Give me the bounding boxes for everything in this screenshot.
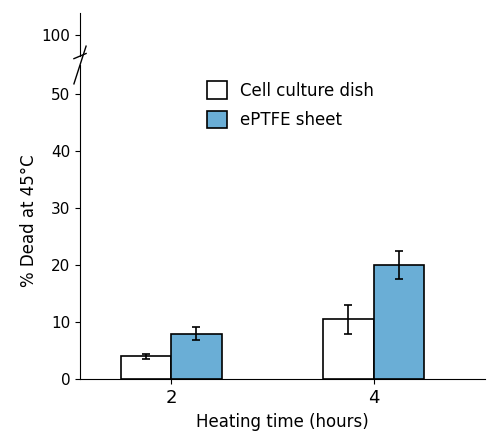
Bar — [323, 319, 374, 379]
X-axis label: Heating time (hours): Heating time (hours) — [196, 412, 369, 430]
Bar — [120, 356, 171, 379]
Legend: Cell culture dish, ePTFE sheet: Cell culture dish, ePTFE sheet — [202, 76, 379, 135]
Bar — [374, 265, 424, 379]
Bar — [171, 429, 222, 441]
Bar — [171, 333, 222, 379]
Bar — [323, 418, 374, 441]
Bar — [374, 377, 424, 441]
Text: % Dead at 45°C: % Dead at 45°C — [20, 154, 38, 287]
